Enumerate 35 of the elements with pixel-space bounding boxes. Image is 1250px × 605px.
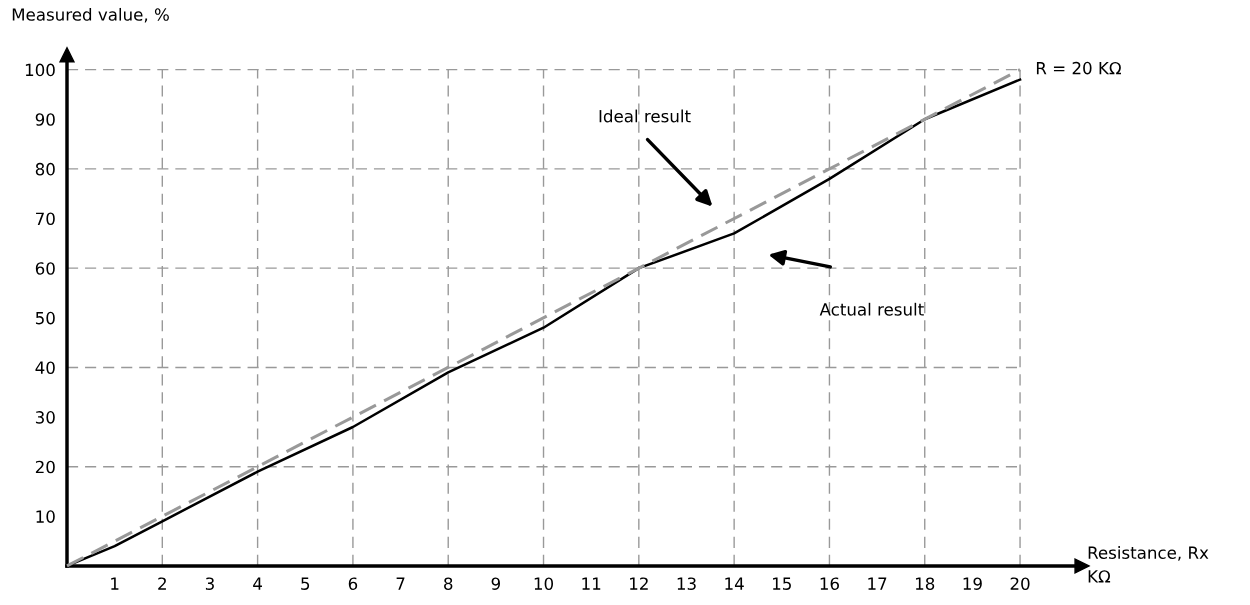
x-tick-label: 8 (444, 577, 453, 590)
y-tick-label: 80 (35, 162, 55, 176)
y-tick-label: 20 (35, 460, 55, 474)
y-tick-label: 40 (35, 361, 55, 375)
x-tick-label: 13 (677, 577, 696, 590)
x-tick-label: 10 (534, 577, 554, 590)
x-tick-label: 4 (253, 577, 262, 590)
y-tick-label: 30 (35, 411, 55, 424)
y-tick-label: 60 (35, 262, 55, 275)
x-tick-label: 11 (582, 577, 601, 590)
x-tick-label: 7 (396, 577, 405, 590)
y-tick-label: 100 (25, 63, 55, 77)
x-tick-label: 3 (205, 577, 214, 590)
x-tick-label: 16 (820, 577, 839, 590)
x-tick-label: 14 (725, 577, 744, 590)
annotation: Actual result (819, 302, 924, 316)
y-tick-label: 50 (35, 311, 55, 325)
x-tick-label: 12 (630, 577, 648, 590)
y-tick-label: 70 (36, 212, 55, 226)
x-tick-label: 19 (963, 577, 982, 590)
x-tick-label: 18 (915, 577, 935, 590)
x-tick-label: 9 (491, 577, 500, 590)
x-tick-label: 5 (301, 577, 310, 590)
x-tick-label: 17 (868, 577, 887, 590)
y-axis-title: Measured value, % (12, 7, 169, 23)
y-tick-label: 90 (35, 113, 55, 126)
x-axis-title: Resistance, Rx KΩ (1088, 546, 1209, 583)
x-tick-label: 6 (348, 577, 358, 590)
x-tick-label: 2 (158, 577, 166, 590)
annotation: R = 20 KΩ (1036, 61, 1121, 75)
y-tick-label: 10 (36, 510, 55, 523)
annotation: Ideal result (599, 109, 691, 123)
x-tick-label: 20 (1010, 577, 1030, 590)
x-tick-label: 15 (773, 577, 791, 590)
x-tick-label: 1 (111, 577, 119, 590)
